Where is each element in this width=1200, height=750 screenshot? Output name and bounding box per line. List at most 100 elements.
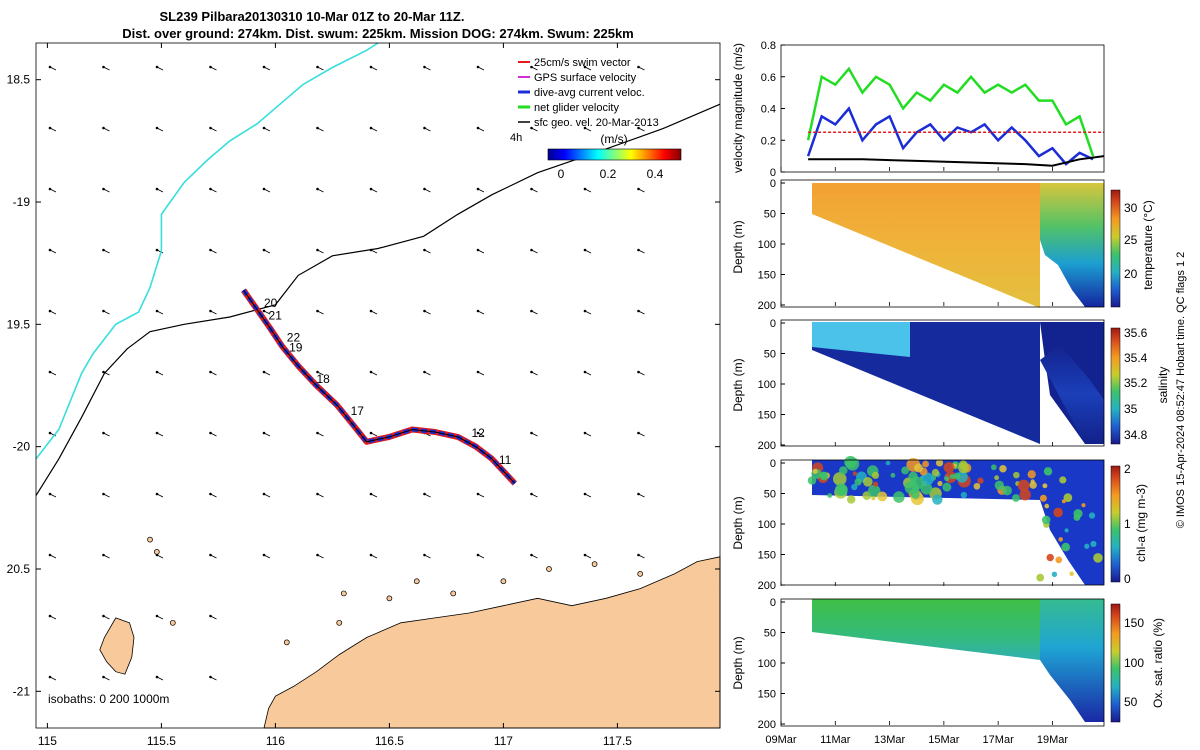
- velocity-ytick-label: 0.8: [761, 40, 776, 52]
- temperature-ylabel: Depth (m): [731, 220, 745, 273]
- chlorophyll-frame: [780, 459, 1105, 586]
- temperature-deep-layer: [1040, 183, 1104, 307]
- vector-arrow: [48, 248, 57, 254]
- temperature-cb-tick-2: 20: [1124, 267, 1138, 281]
- depth-tick-label: 50: [764, 489, 776, 501]
- salinity-panel: 0 50 100 150 200 35.6 35.4 35.2 35 34.8 sali…: [731, 318, 1170, 452]
- chlorophyll-patch: [1051, 571, 1058, 578]
- vector-arrow: [155, 431, 164, 437]
- depth-tick-label: 150: [758, 689, 776, 701]
- vector-arrow: [48, 187, 57, 193]
- title-line-2: Dist. over ground: 274km. Dist. swum: 22…: [122, 26, 634, 41]
- chlorophyll-patch: [922, 460, 930, 468]
- oxygen-cb-tick-2: 50: [1124, 695, 1138, 709]
- legend-4h-label: 4h: [510, 132, 522, 144]
- chlorophyll-ylabel: Depth (m): [731, 496, 745, 549]
- temperature-warm-layer: [812, 183, 1040, 308]
- depth-tick-label: 200: [758, 440, 776, 452]
- chlorophyll-patch: [871, 471, 880, 480]
- vector-arrow: [262, 248, 271, 254]
- velocity-series-sfc: [808, 155, 1105, 167]
- vector-arrow: [583, 126, 592, 132]
- legend-label-gps: GPS surface velocity: [534, 72, 637, 84]
- temperature-cb-label: temperature (°C): [1141, 200, 1155, 290]
- oxygen-deep-layer: [1040, 599, 1104, 722]
- chlorophyll-patch: [1013, 471, 1020, 479]
- velocity-panel: 0 0.2 0.4 0.6 0.8 velocity magnitude (m/s): [731, 40, 1105, 179]
- island: [99, 617, 135, 675]
- depth-tick-label: 50: [764, 628, 776, 640]
- chlorophyll-patch: [960, 491, 968, 499]
- time-tick-label: 15Mar: [928, 734, 960, 746]
- depth-tick-label: 50: [764, 349, 776, 361]
- vector-arrow: [530, 431, 538, 437]
- chlorophyll-patch: [943, 462, 955, 473]
- vector-arrow: [48, 553, 57, 559]
- vector-arrow: [102, 614, 110, 620]
- isobaths-label: isobaths: 0 200 1000m: [48, 692, 169, 706]
- vector-arrow: [102, 309, 110, 315]
- vector-arrow: [423, 126, 431, 132]
- vector-arrow: [102, 248, 110, 254]
- vector-arrow: [102, 675, 110, 681]
- chlorophyll-patch: [819, 471, 828, 480]
- vector-arrow: [637, 370, 645, 376]
- chlorophyll-cb-tick-1: 1: [1124, 517, 1131, 531]
- salinity-low-layer: [812, 322, 1104, 444]
- map-axes: 115 115.5 116 116.5 117 117.518.5-1919.5-2020…: [7, 43, 720, 748]
- chlorophyll-patch: [837, 484, 848, 495]
- vector-arrow: [316, 431, 324, 437]
- depth-tick-label: 100: [758, 239, 776, 251]
- chlorophyll-patch: [1073, 509, 1083, 519]
- legend-label-net: net glider velocity: [534, 102, 619, 114]
- chlorophyll-patch: [871, 496, 876, 501]
- colorbar-tick-2: 0.4: [647, 167, 664, 181]
- day-label: 21: [269, 308, 283, 322]
- vector-arrow: [637, 126, 645, 132]
- vector-arrow: [369, 431, 378, 437]
- vector-arrow: [262, 309, 271, 315]
- coastal-islets: [147, 536, 644, 646]
- vector-arrow: [316, 309, 324, 315]
- oxygen-axes: 0 50 100 150 200: [758, 597, 785, 731]
- vector-arrow: [637, 248, 645, 254]
- chlorophyll-cb-tick-2: 0: [1124, 572, 1131, 586]
- salinity-surface-fresh: [812, 322, 910, 357]
- vector-arrow: [48, 492, 57, 498]
- vector-arrow: [102, 65, 110, 71]
- depth-tick-label: 100: [758, 658, 776, 670]
- islet: [340, 590, 347, 597]
- chlorophyll-patch: [877, 491, 888, 502]
- depth-tick-label: 0: [770, 318, 776, 330]
- map-ytick-label: -21: [13, 684, 31, 698]
- chlorophyll-patch: [994, 475, 1000, 481]
- chlorophyll-patch: [872, 481, 879, 487]
- chlorophyll-patch: [932, 494, 943, 505]
- vector-arrow: [369, 370, 378, 376]
- vector-arrow: [209, 309, 217, 315]
- chlorophyll-patch: [921, 472, 934, 486]
- chlorophyll-patch: [893, 491, 905, 503]
- vector-arrow: [102, 187, 110, 193]
- map-ytick-label: 18.5: [7, 73, 31, 87]
- chlorophyll-patch: [994, 480, 1005, 491]
- chlorophyll-patch: [977, 477, 984, 484]
- temperature-colorbar: [1110, 189, 1121, 308]
- vector-arrow: [209, 65, 217, 71]
- chlorophyll-patch: [904, 480, 919, 495]
- vector-arrow: [155, 614, 164, 620]
- velocity-ylabel: velocity magnitude (m/s): [731, 43, 745, 173]
- day-label: 17: [351, 404, 365, 418]
- depth-tick-label: 150: [758, 410, 776, 422]
- colorbar-tick-0: 0: [558, 167, 565, 181]
- islet: [591, 561, 598, 567]
- vector-arrow: [530, 309, 538, 315]
- time-tick-label: 09Mar: [765, 734, 797, 746]
- vector-arrow: [262, 492, 271, 498]
- vector-arrow: [476, 431, 485, 437]
- vector-arrow: [583, 431, 592, 437]
- chlorophyll-patch: [920, 482, 933, 495]
- vector-arrow: [530, 492, 538, 498]
